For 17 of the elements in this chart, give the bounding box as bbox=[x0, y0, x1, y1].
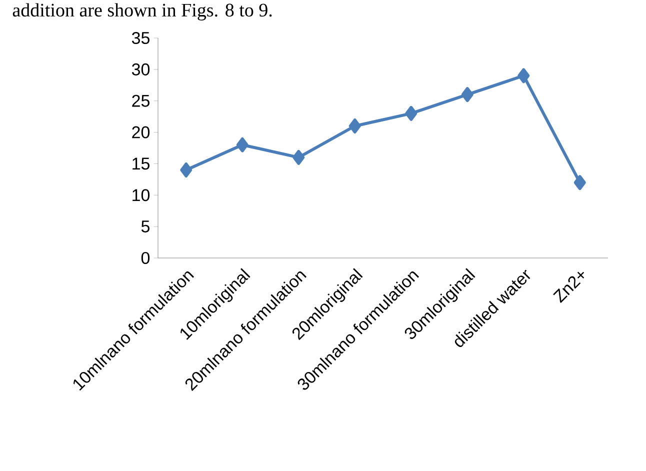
y-tick-label: 35 bbox=[132, 32, 150, 44]
y-tick-label: 15 bbox=[132, 158, 150, 170]
point bbox=[180, 162, 192, 178]
point bbox=[518, 68, 530, 84]
point bbox=[405, 106, 418, 121]
y-tick-label: 30 bbox=[132, 63, 150, 76]
point bbox=[236, 137, 248, 152]
text: addition are shown in Figs. 8 to 9. bbox=[12, 3, 272, 20]
y-tick-label: 5 bbox=[141, 220, 150, 232]
point bbox=[574, 175, 586, 190]
point bbox=[348, 118, 361, 134]
y-tick-label: 25 bbox=[132, 94, 150, 107]
y-tick-label: 20 bbox=[132, 126, 150, 138]
y-tick-label: 10 bbox=[132, 189, 150, 202]
y-tick-label: 0 bbox=[141, 252, 150, 264]
point bbox=[292, 150, 305, 165]
point bbox=[461, 87, 474, 102]
